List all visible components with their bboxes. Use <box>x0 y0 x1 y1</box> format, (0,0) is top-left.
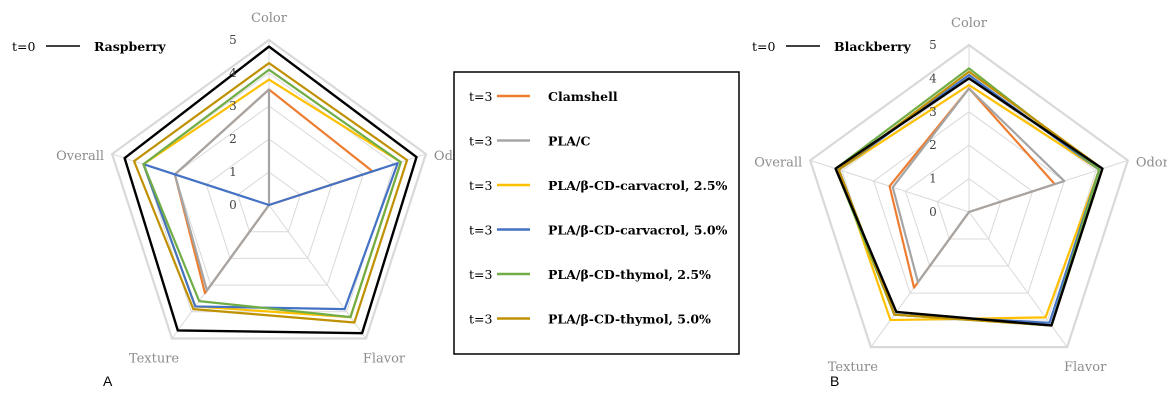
legend-item: t=3 PLA/β-CD-carvacrol, 2.5% <box>469 178 728 193</box>
radar-ticks-b: 0 1 2 3 4 5 <box>929 38 937 219</box>
radar-series-3 <box>142 78 402 319</box>
radar-grid-ring-5 <box>110 38 428 340</box>
axis-label-flavor: Flavor <box>1064 360 1107 375</box>
tick-label: 4 <box>229 66 237 80</box>
radar-ticks-a: 0 1 2 3 4 5 <box>229 33 237 212</box>
tick-label: 1 <box>929 172 937 186</box>
tick-label: 3 <box>929 105 937 119</box>
tick-label: 0 <box>929 205 937 219</box>
axis-label-color: Color <box>251 11 288 26</box>
legend-item-time: t=3 <box>469 223 492 238</box>
axis-label-color: Color <box>951 16 988 31</box>
radar-series-2 <box>173 88 271 292</box>
chart-title-time-a: t=0 <box>12 39 35 54</box>
legend-item-label: Clamshell <box>548 89 618 104</box>
legend-item-label: PLA/C <box>548 134 590 149</box>
tick-label: 2 <box>929 138 937 152</box>
radar-series-6 <box>132 61 409 324</box>
tick-label: 4 <box>929 71 937 85</box>
tick-label: 2 <box>229 132 237 146</box>
legend-item-time: t=3 <box>469 134 492 149</box>
legend-item-label: PLA/β-CD-thymol, 5.0% <box>548 312 711 327</box>
axis-label-overall: Overall <box>754 155 802 170</box>
axis-label-overall: Overall <box>56 149 104 164</box>
radar-grid-ring-5 <box>808 43 1130 349</box>
legend-item-label: PLA/β-CD-carvacrol, 5.0% <box>548 223 728 238</box>
legend-item-time: t=3 <box>469 312 492 327</box>
panel-tag-a: A <box>103 373 113 389</box>
axis-label-odor: Odor <box>1136 155 1167 170</box>
tick-label: 5 <box>229 33 237 47</box>
legend-item-label: PLA/β-CD-carvacrol, 2.5% <box>548 178 728 193</box>
radar-series-baseline <box>834 77 1104 327</box>
axis-label-flavor: Flavor <box>363 351 406 366</box>
radar-grid-ring-1 <box>936 177 1002 240</box>
legend-item: t=3 PLA/C <box>469 134 590 149</box>
chart-title-time-b: t=0 <box>752 39 775 54</box>
chart-title-a: Raspberry <box>94 39 166 54</box>
legend-items: t=3 Clamshell t=3 PLA/C t=3 PLA/β-CD-carvacro… <box>469 89 728 327</box>
radar-grid-ring-2 <box>904 144 1034 267</box>
radar-grid-ring-3 <box>873 111 1065 294</box>
legend-item-time: t=3 <box>469 267 492 282</box>
radar-grid-ring-2 <box>205 138 333 259</box>
axis-label-texture: Texture <box>828 360 878 375</box>
radar-spokes-b <box>810 45 1128 348</box>
legend-item: t=3 Clamshell <box>469 89 618 104</box>
legend-item: t=3 PLA/β-CD-carvacrol, 5.0% <box>469 223 728 238</box>
radar-series-2 <box>891 87 1066 284</box>
legend-item-time: t=3 <box>469 178 492 193</box>
radar-axis-labels-b: Color Odor Flavor Texture Overall <box>754 16 1167 375</box>
legend-box <box>453 71 740 355</box>
tick-label: 1 <box>229 165 237 179</box>
panel-tag-b: B <box>830 373 839 389</box>
radar-panel-b: 0 1 2 3 4 5 Color Odor Flavor Texture Overall t=0… <box>752 16 1167 389</box>
legend-item: t=3 PLA/β-CD-thymol, 2.5% <box>469 267 711 282</box>
legend: t=3 Clamshell t=3 PLA/C t=3 PLA/β-CD-carvacro… <box>453 71 740 355</box>
radar-series-5 <box>142 68 402 319</box>
radar-spoke-3 <box>968 211 1068 348</box>
radar-grid-ring-1 <box>237 171 301 233</box>
radar-series-baseline <box>123 45 418 335</box>
radar-grid-ring-3 <box>174 105 364 286</box>
tick-label: 5 <box>929 38 937 52</box>
tick-label: 3 <box>229 99 237 113</box>
axis-label-texture: Texture <box>129 351 179 366</box>
radar-series-5 <box>834 67 1101 327</box>
legend-item: t=3 PLA/β-CD-thymol, 5.0% <box>469 312 711 327</box>
radar-series-b <box>834 67 1104 327</box>
legend-item-time: t=3 <box>469 89 492 104</box>
radar-series-a <box>123 45 418 335</box>
chart-title-b: Blackberry <box>834 39 912 54</box>
tick-label: 0 <box>229 198 237 212</box>
legend-item-label: PLA/β-CD-thymol, 2.5% <box>548 267 711 282</box>
